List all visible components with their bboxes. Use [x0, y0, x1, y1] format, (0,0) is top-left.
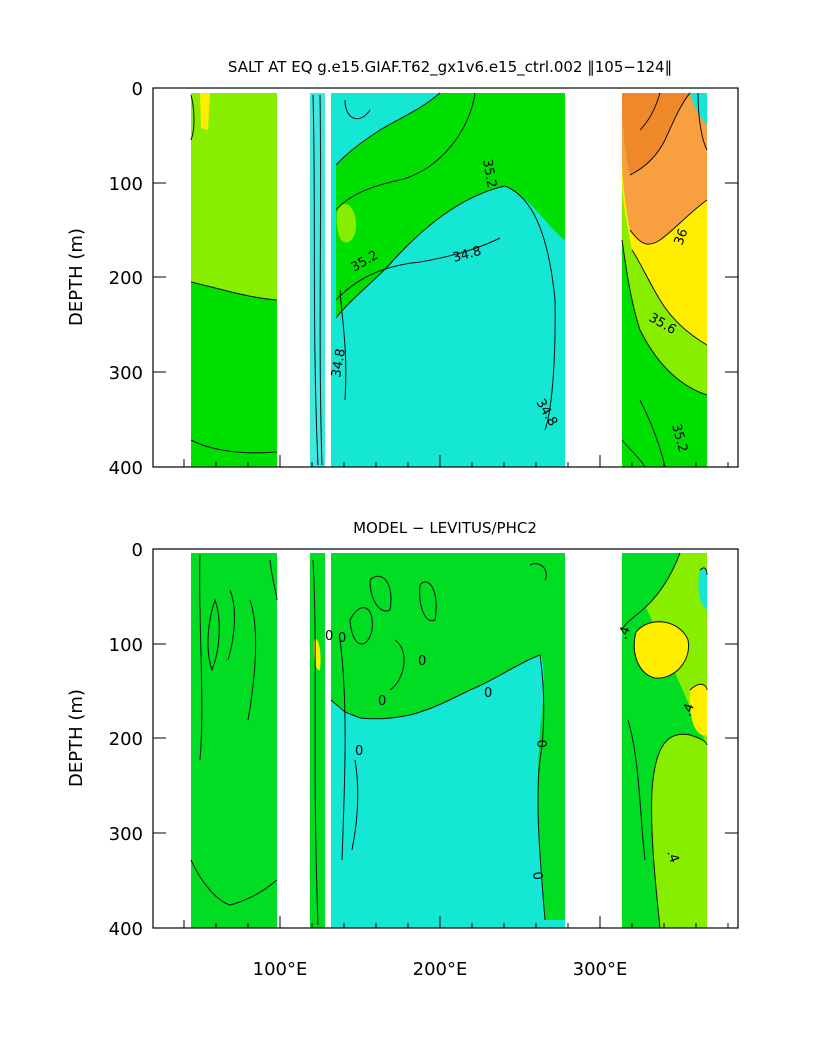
difference-field [190, 552, 708, 928]
y-tick-label: 400 [109, 919, 143, 940]
contour-label: 34.8 [329, 348, 349, 379]
contour-label: 0 [378, 694, 386, 709]
diff-atlantic-yellow-1 [634, 621, 689, 679]
contour-label: 36 [672, 227, 692, 248]
contour-label: 34.8 [451, 244, 483, 266]
x-tick-label: 300°E [573, 959, 628, 980]
y-tick-label: 0 [132, 540, 143, 561]
contour-label: .4 [616, 625, 634, 642]
y-tick-label: 200 [109, 268, 143, 289]
contour-label: .4 [663, 848, 681, 865]
x-axis-ticks-salt [183, 455, 729, 467]
salt-pacific-west-strip [310, 93, 325, 467]
y-axis-difference: 0 100 200 300 400 DEPTH (m) [66, 540, 738, 940]
salt-indian-fresh [191, 93, 277, 300]
y-tick-label: 100 [109, 174, 143, 195]
x-axis-difference: 100°E 200°E 300°E [183, 916, 729, 980]
diff-atlantic-fresh [698, 567, 707, 610]
panel-salt: SALT AT EQ g.e15.GIAF.T62_gx1v6.e15_ctrl… [66, 58, 739, 479]
y-tick-label: 0 [132, 79, 143, 100]
y-axis-salt: 0 100 200 300 400 DEPTH (m) [66, 79, 738, 479]
y-axis-title-difference: DEPTH (m) [66, 689, 87, 787]
diff-atlantic-yellow-2 [689, 684, 707, 736]
diff-pacific-positive [331, 553, 565, 920]
contour-label: .4 [680, 702, 698, 719]
contour-label: 0 [338, 631, 346, 646]
y-axis-title-salt: DEPTH (m) [66, 228, 87, 326]
y-tick-label: 300 [109, 824, 143, 845]
salt-indian-yellow [200, 93, 210, 130]
y-tick-label: 100 [109, 635, 143, 656]
contour-label: 35.2 [479, 158, 499, 189]
salt-field [190, 92, 708, 467]
chart-title-difference: MODEL − LEVITUS/PHC2 [353, 519, 537, 537]
y-tick-label: 200 [109, 729, 143, 750]
difference-contour-labels: 0 0 0 0 0 0 0 0 .4 .4 .4 [325, 625, 698, 881]
diff-pacific-west-strip [310, 553, 325, 928]
salt-pacific-surface-fresh [331, 93, 440, 165]
contour-label: 0 [529, 871, 545, 881]
y-tick-label: 400 [109, 458, 143, 479]
salt-pacific-high [336, 93, 565, 318]
contour-label: 0 [484, 686, 492, 701]
salt-pacific-lens [336, 204, 356, 243]
salt-atlantic-dark-orange [622, 93, 690, 175]
contour-label: 0 [418, 654, 426, 669]
diff-atlantic-green [622, 553, 680, 630]
panel-difference: MODEL − LEVITUS/PHC2 [66, 519, 739, 980]
contour-label: 0 [325, 629, 333, 644]
contour-label: 0 [355, 744, 363, 759]
contour-label: 0 [533, 739, 549, 749]
y-tick-label: 300 [109, 363, 143, 384]
contour-label: 35.2 [668, 422, 690, 454]
x-tick-label: 100°E [253, 959, 308, 980]
chart-title-salt: SALT AT EQ g.e15.GIAF.T62_gx1v6.e15_ctrl… [228, 58, 672, 77]
x-tick-label: 200°E [413, 959, 468, 980]
